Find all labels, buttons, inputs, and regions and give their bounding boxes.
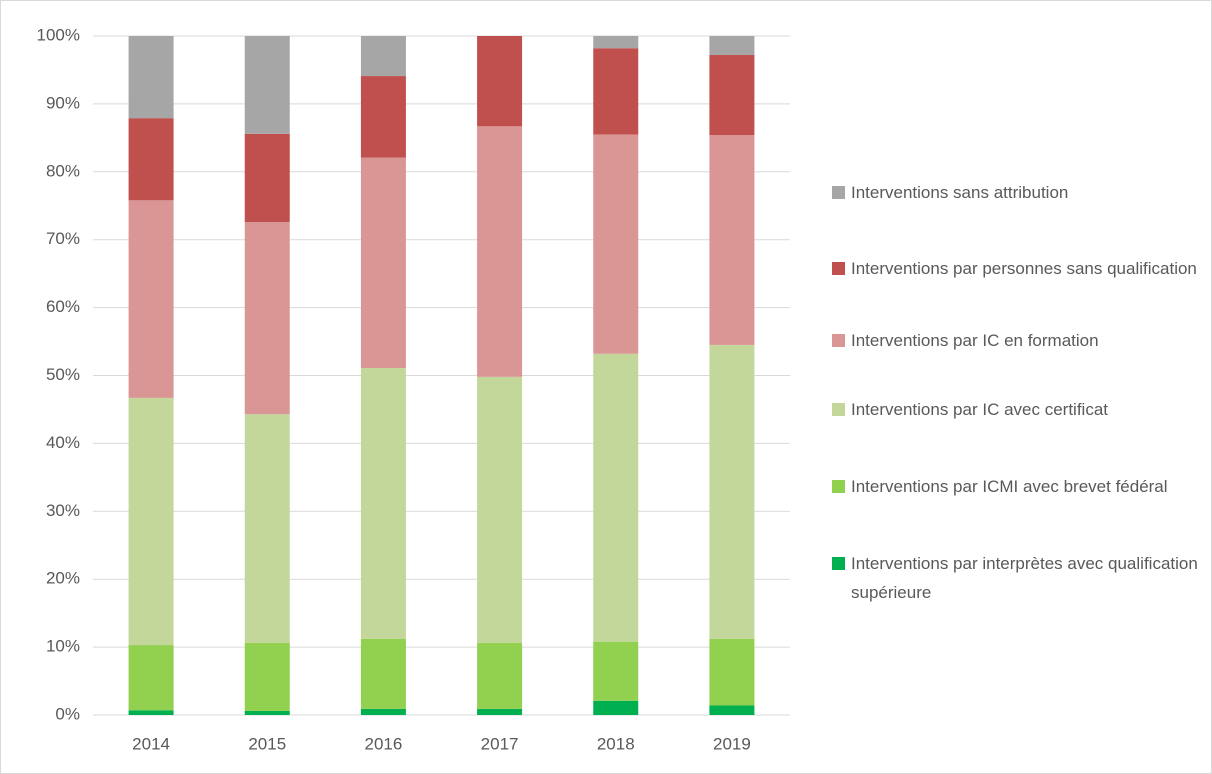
legend-label: Interventions par ICMI avec brevet fédér… <box>851 477 1168 496</box>
y-tick-label: 0% <box>55 704 80 723</box>
bar-segment <box>593 353 639 642</box>
bar-segment <box>709 36 755 56</box>
bar-segment <box>244 36 290 134</box>
legend-label: Interventions sans attribution <box>851 183 1069 202</box>
x-tick-label: 2018 <box>597 734 635 753</box>
y-tick-label: 30% <box>46 501 80 520</box>
legend-item: Interventions par interprètes avec quali… <box>832 549 1202 607</box>
y-tick-label: 100% <box>37 25 80 44</box>
y-tick-label: 20% <box>46 569 80 588</box>
legend-item: Interventions par ICMI avec brevet fédér… <box>832 472 1202 501</box>
x-tick-label: 2016 <box>365 734 403 753</box>
bar-segment <box>477 376 523 644</box>
bar-segment <box>128 200 174 398</box>
legend-swatch <box>832 557 845 570</box>
bar-segment <box>244 222 290 415</box>
bar-segment <box>477 643 523 709</box>
y-tick-label: 80% <box>46 161 80 180</box>
bar-segment <box>709 705 755 715</box>
legend-item: Interventions par IC en formation <box>832 326 1202 355</box>
y-tick-label: 40% <box>46 433 80 452</box>
bar-segment <box>244 710 290 715</box>
legend-item: Interventions par personnes sans qualifi… <box>832 254 1202 283</box>
bar-segment <box>360 368 406 639</box>
x-tick-label: 2017 <box>481 734 519 753</box>
y-tick-label: 10% <box>46 637 80 656</box>
y-tick-label: 90% <box>46 93 80 112</box>
legend-item: Interventions sans attribution <box>832 178 1202 207</box>
bar-segment <box>477 126 523 377</box>
bar-segment <box>709 344 755 639</box>
bar-segment <box>360 36 406 77</box>
bar-segment <box>128 710 174 715</box>
x-tick-label: 2014 <box>132 734 170 753</box>
x-tick-label: 2015 <box>248 734 286 753</box>
bar-segment <box>244 643 290 711</box>
y-tick-label: 60% <box>46 297 80 316</box>
legend-label: Interventions par interprètes avec quali… <box>851 554 1198 602</box>
bar-segment <box>360 157 406 369</box>
y-tick-label: 70% <box>46 229 80 248</box>
bar-segment <box>360 638 406 709</box>
legend-swatch <box>832 262 845 275</box>
legend-item: Interventions par IC avec certificat <box>832 395 1202 424</box>
legend-swatch <box>832 186 845 199</box>
bar-segment <box>360 708 406 715</box>
legend-swatch <box>832 480 845 493</box>
bar-segment <box>709 135 755 345</box>
bar-segment <box>593 36 639 49</box>
bar-segment <box>593 48 639 135</box>
x-tick-label: 2019 <box>713 734 751 753</box>
y-tick-label: 50% <box>46 365 80 384</box>
bar-segment <box>593 641 639 701</box>
bar-segment <box>709 638 755 706</box>
legend-label: Interventions par IC en formation <box>851 331 1099 350</box>
bar-segment <box>477 708 523 715</box>
bar-segment <box>593 134 639 354</box>
bar-segment <box>593 700 639 715</box>
bar-segment <box>128 36 174 119</box>
bar-segment <box>244 133 290 223</box>
legend-label: Interventions par personnes sans qualifi… <box>851 259 1197 278</box>
bar-segment <box>244 414 290 644</box>
bar-segment <box>128 118 174 201</box>
bar-segment <box>360 76 406 158</box>
bar-segment <box>128 645 174 711</box>
legend-label: Interventions par IC avec certificat <box>851 400 1109 419</box>
legend-swatch <box>832 334 845 347</box>
bar-segment <box>477 36 523 127</box>
bar-segment <box>709 55 755 136</box>
legend-swatch <box>832 403 845 416</box>
bar-segment <box>128 397 174 646</box>
